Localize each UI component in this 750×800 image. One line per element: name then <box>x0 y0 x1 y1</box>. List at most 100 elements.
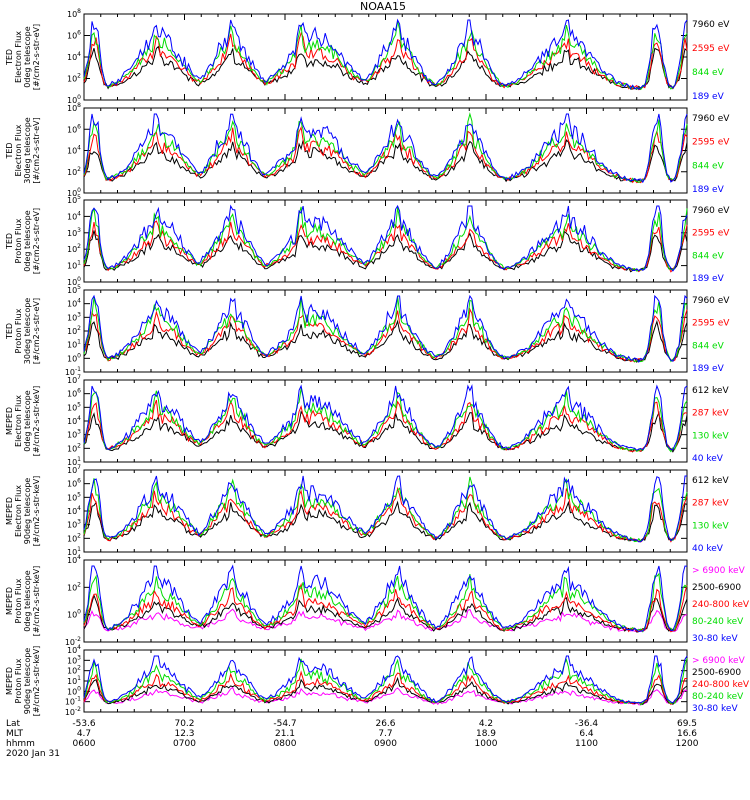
legend-entry: 30-80 keV <box>692 634 738 644</box>
series-line <box>83 676 688 706</box>
x-tick-label-time: 0800 <box>274 739 297 749</box>
series-line <box>83 582 688 633</box>
y-tick-label: 101 <box>67 546 81 557</box>
legend-entry: 130 keV <box>692 521 729 531</box>
y-tick-label: 106 <box>67 123 81 134</box>
y-tick-label: 100 <box>67 187 81 198</box>
x-tick-label-time: 1000 <box>475 739 498 749</box>
y-tick-label: 103 <box>67 227 81 238</box>
legend-entry: 189 eV <box>692 92 725 102</box>
series-line <box>83 204 688 272</box>
y-tick-label: 10-2 <box>65 706 81 717</box>
y-tick-label: 104 <box>67 298 81 309</box>
y-tick-label: 10-2 <box>65 636 81 647</box>
legend-entry: 2595 eV <box>692 44 730 54</box>
y-axis-label-line: Electron Flux <box>14 395 23 447</box>
series-line <box>83 18 688 90</box>
x-tick-label-mlt: 4.7 <box>77 729 91 739</box>
series-line <box>83 608 688 633</box>
series-line <box>83 294 688 363</box>
legend-entry: 287 keV <box>692 409 729 419</box>
y-tick-label: 102 <box>67 532 81 543</box>
y-axis-label: TEDProton Flux30deg telescope[#/cm2-s-st… <box>5 298 41 365</box>
y-tick-label: 107 <box>67 374 81 385</box>
y-tick-label: 107 <box>67 464 81 475</box>
legend-entry: 2595 eV <box>692 319 730 329</box>
legend-entry: 40 keV <box>692 454 724 464</box>
y-tick-label: 102 <box>67 73 81 84</box>
x-tick-label-lat: 26.6 <box>375 719 395 729</box>
y-axis-label-line: Proton Flux <box>14 578 23 623</box>
y-tick-label: 106 <box>67 478 81 489</box>
y-tick-label: 102 <box>67 581 81 592</box>
y-tick-label: 102 <box>67 243 81 254</box>
legend-entry: 844 eV <box>692 161 725 171</box>
y-axis-label-line: 30deg telescope <box>23 117 32 184</box>
legend-entry: 189 eV <box>692 185 725 195</box>
y-axis-label-line: [#/cm2-s-str-keV] <box>32 476 41 547</box>
series-line <box>83 319 688 363</box>
y-axis-label: MEPEDProton Flux90deg telescope[#/cm2-s-… <box>5 646 41 717</box>
y-axis-label-line: [#/cm2-s-str-eV] <box>32 208 41 274</box>
y-tick-label: 10-1 <box>65 696 81 707</box>
y-tick-label: 105 <box>67 491 81 502</box>
panel-1: 100 102 104 106 108 TEDElectron Flux0deg tele… <box>5 8 730 105</box>
series-line <box>83 384 688 451</box>
legend-entry: 2595 eV <box>692 229 730 239</box>
panel-frame <box>83 559 688 643</box>
panel-5: 101 102 103 104 105 106 107 MEPEDElectron Flux0… <box>5 374 729 467</box>
y-tick-label: 108 <box>67 102 81 113</box>
legend-entry: 240-800 keV <box>692 680 750 690</box>
y-axis-label-line: TED <box>5 323 14 340</box>
x-tick-label-time: 1100 <box>575 739 598 749</box>
legend-entry: 7960 eV <box>692 20 730 30</box>
x-tick-label-lat: 4.2 <box>479 719 493 729</box>
y-axis-label-line: 0deg telescope <box>23 210 32 271</box>
y-tick-label: 101 <box>67 675 81 686</box>
legend-entry: 30-80 keV <box>692 704 738 714</box>
legend-entry: 7960 eV <box>692 114 730 124</box>
series-line <box>83 230 688 273</box>
y-tick-label: 100 <box>67 685 81 696</box>
x-tick-label-time: 1200 <box>676 739 699 749</box>
y-axis-label: TEDElectron Flux0deg telescope[#/cm2-s-s… <box>5 24 41 90</box>
legend-entry: 844 eV <box>692 341 725 351</box>
series-line <box>83 410 688 453</box>
date-label: 2020 Jan 31 <box>6 749 60 759</box>
legend-entry: 7960 eV <box>692 206 730 216</box>
legend-entry: 189 eV <box>692 274 725 284</box>
y-axis-label-line: [#/cm2-s-str-keV] <box>32 566 41 637</box>
y-axis-label-line: 90deg telescope <box>23 648 32 715</box>
y-tick-label: 100 <box>67 94 81 105</box>
y-axis-label: TEDElectron Flux30deg telescope[#/cm2-s-… <box>5 117 41 184</box>
series-line <box>83 564 688 633</box>
y-tick-label: 102 <box>67 442 81 453</box>
y-tick-label: 101 <box>67 260 81 271</box>
y-axis-label-line: [#/cm2-s-str-eV] <box>32 117 41 183</box>
x-tick-label-time: 0700 <box>173 739 196 749</box>
series-line <box>83 45 688 91</box>
x-tick-label-lat: -54.7 <box>273 719 296 729</box>
y-tick-label: 108 <box>67 8 81 19</box>
x-tick-label-time: 0900 <box>374 739 397 749</box>
panel-3: 100 101 102 103 104 105 TEDProton Flux0deg tel… <box>5 194 730 287</box>
y-axis-label-line: MEPED <box>5 497 14 525</box>
y-axis-label-line: 90deg telescope <box>23 478 32 545</box>
series-line <box>83 655 688 704</box>
x-tick-label-mlt: 21.1 <box>275 729 295 739</box>
legend-entry: 130 keV <box>692 431 729 441</box>
series-line <box>83 593 688 633</box>
legend-entry: > 6900 keV <box>692 566 746 576</box>
series-line <box>83 21 688 91</box>
x-tick-label-time: 0600 <box>73 739 96 749</box>
legend-entry: 189 eV <box>692 364 725 374</box>
x-tick-label-mlt: 18.9 <box>476 729 496 739</box>
legend-entry: 7960 eV <box>692 296 730 306</box>
series-line <box>83 476 688 543</box>
x-row-label: hhmm <box>6 739 35 749</box>
y-tick-label: 105 <box>67 401 81 412</box>
y-tick-label: 101 <box>67 456 81 467</box>
